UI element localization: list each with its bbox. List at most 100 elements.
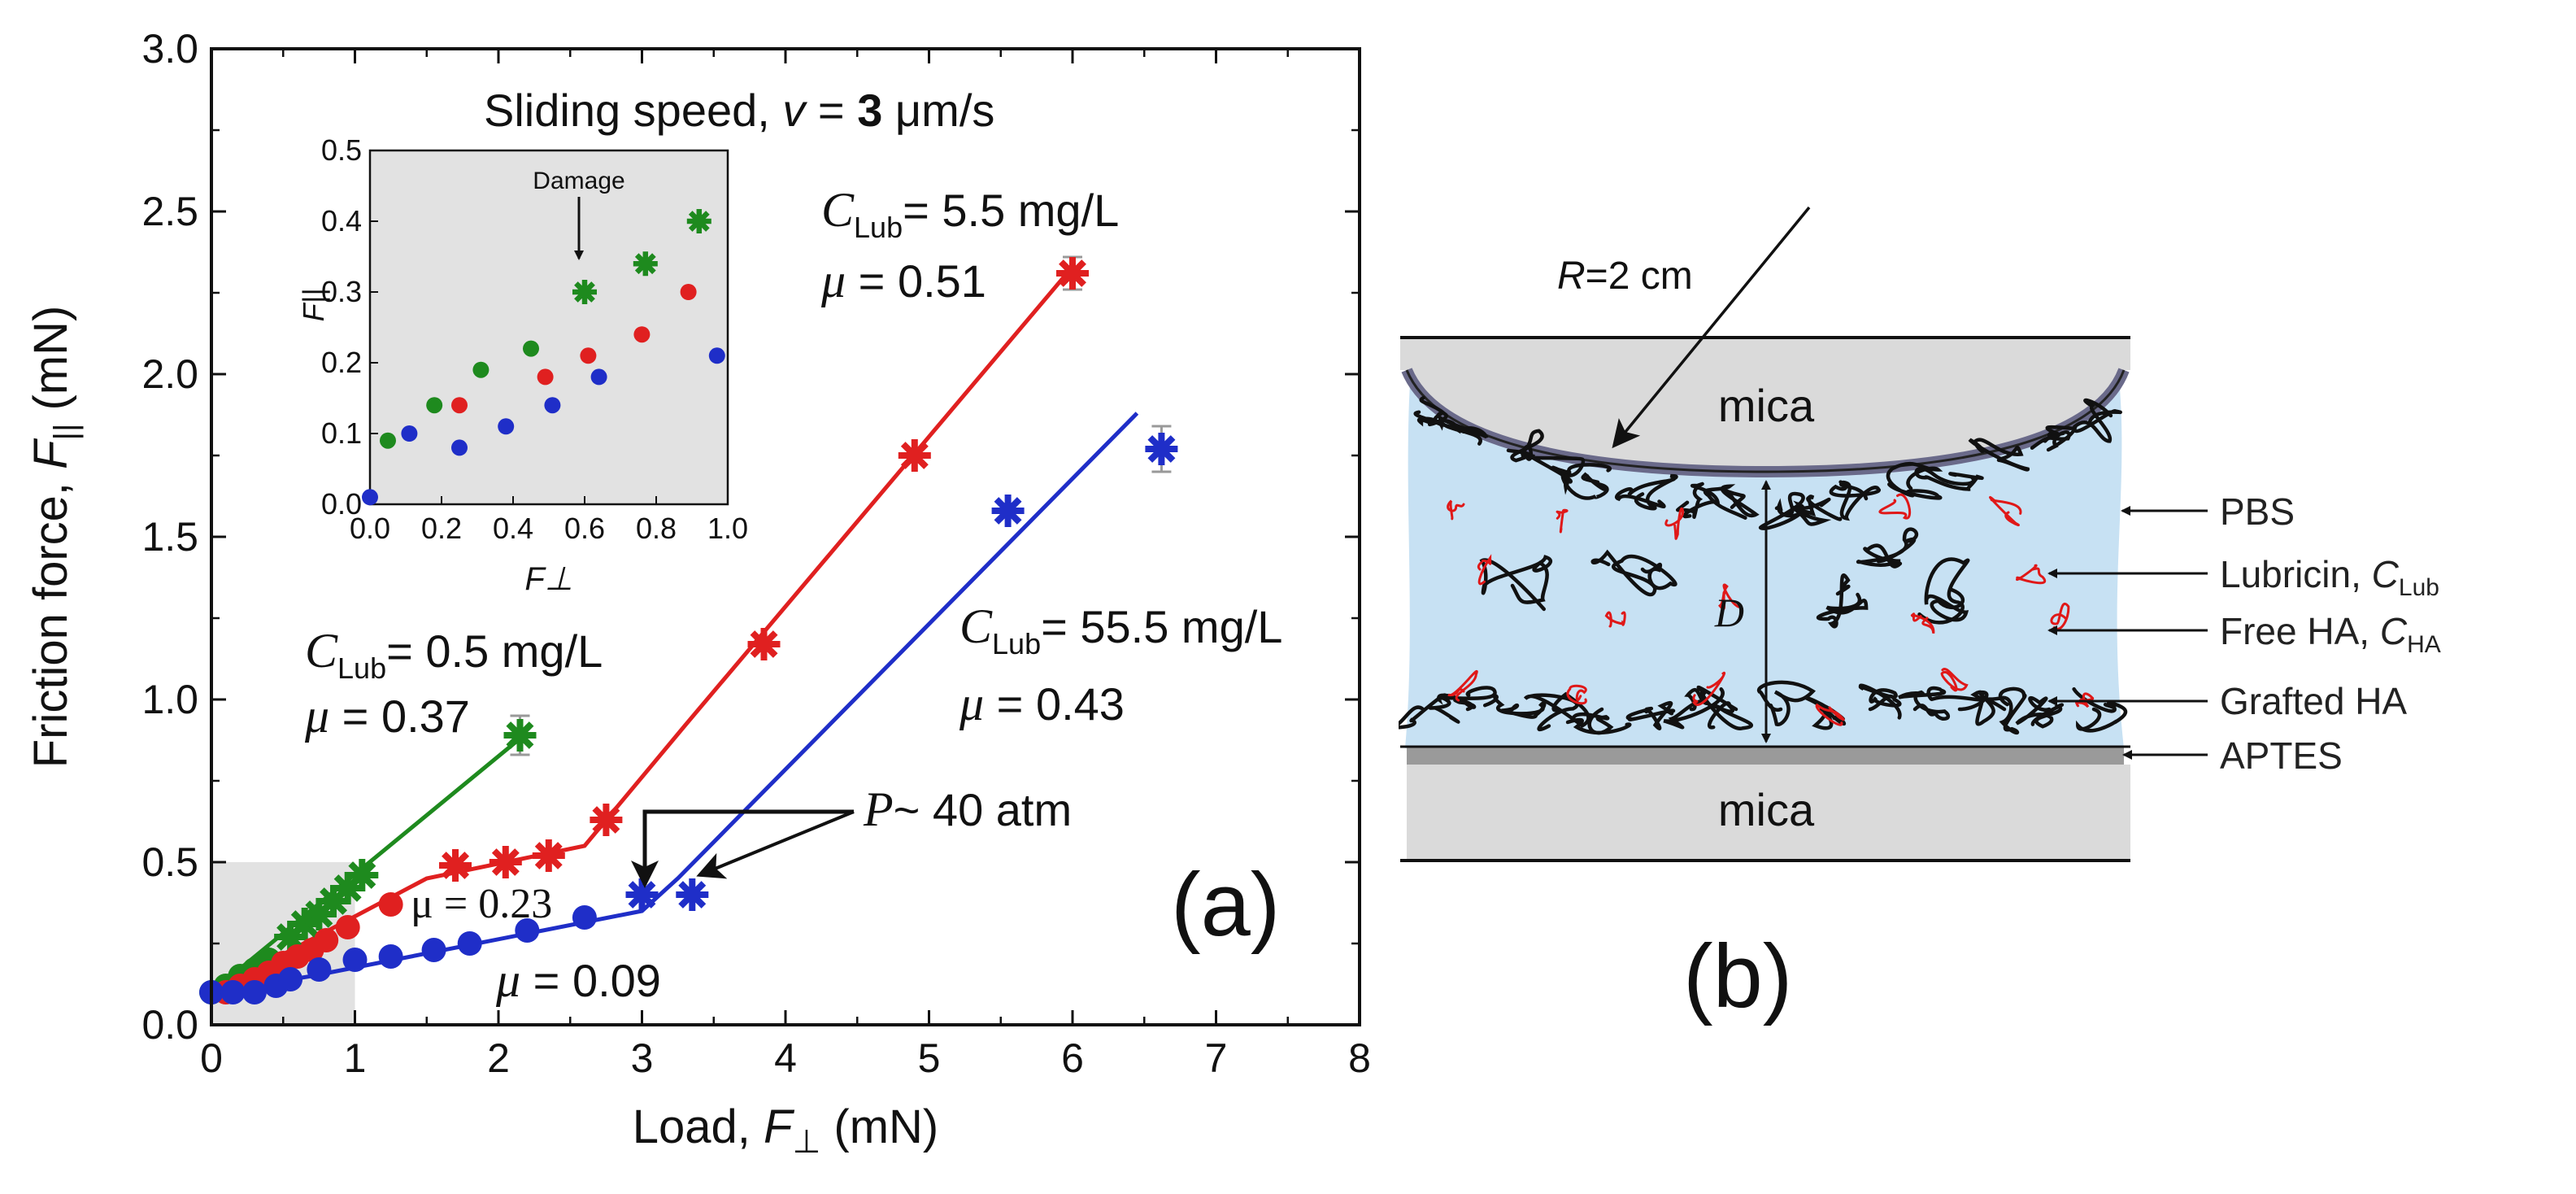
data-point-circle-series-1 — [335, 915, 360, 939]
inset-point-circle-series-2 — [708, 347, 725, 364]
inset-x-tick-label: 0.2 — [421, 512, 462, 545]
inset-point-circle-series-2 — [498, 418, 515, 435]
title-unit: μm/s — [882, 85, 994, 136]
inset-y-label-text: F|| — [297, 289, 330, 322]
inset-x-tick-label: 1.0 — [707, 512, 748, 545]
lubricin-molecule — [1691, 672, 1726, 706]
grafted-ha-chain — [1926, 686, 1995, 726]
annotation-mu-0-23: μ = 0.23 — [411, 881, 552, 927]
x-tick-label: 7 — [1205, 1035, 1228, 1081]
annotation-pressure: P~ 40 atm — [863, 782, 1072, 836]
inset-point-circle-series-2 — [544, 397, 561, 414]
data-point-star-series-2 — [991, 495, 1025, 527]
plot-frame — [210, 47, 1361, 1026]
grafted-ha-chain — [1625, 700, 1676, 730]
panel-b-diagram: mica mica R=2 cm D PBS Lubricin, CLub Fr… — [1399, 206, 2441, 1026]
annotation-mu-0-09: μ = 0.09 — [495, 953, 661, 1007]
inset-point-star-series-0 — [686, 209, 711, 233]
annotation-lub-55-5-rest: = 55.5 mg/L — [1041, 601, 1282, 652]
annotation-lub-0-5-sub: Lub — [337, 651, 386, 685]
grafted-ha-chain — [1898, 688, 1951, 721]
pressure-var: P — [863, 782, 894, 836]
inset-point-star-series-0 — [572, 280, 597, 304]
aptes-layer — [1407, 747, 2124, 765]
label-free-ha: Free HA, CHA — [2220, 610, 2441, 658]
annotation-lub-5-5-rest: = 5.5 mg/L — [903, 185, 1119, 236]
data-point-star-series-1 — [532, 839, 565, 872]
adsorbed-polymer-chain — [1614, 473, 1678, 511]
inset-x-tick-label: 0.4 — [493, 512, 533, 545]
inset-y-tick-label: 0.0 — [321, 487, 362, 521]
data-point-circle-series-2 — [515, 918, 540, 943]
data-point-star-series-0 — [274, 921, 307, 953]
data-point-circle-series-2 — [242, 980, 267, 1004]
title-eq: = — [805, 85, 857, 136]
x-tick-label: 8 — [1348, 1035, 1371, 1081]
lubricin-molecule — [1940, 667, 1969, 692]
title-var: v — [782, 85, 807, 136]
annotation-lub-0-5-rest: = 0.5 mg/L — [386, 625, 603, 677]
inset-x-tick-label: 0.8 — [636, 512, 677, 545]
data-point-star-series-2 — [1145, 433, 1178, 465]
data-point-star-series-1 — [1056, 257, 1089, 290]
x-axis-label: Load, F⊥ (mN) — [633, 1100, 939, 1160]
chart-title: Sliding speed, v = 3 μm/s — [484, 85, 994, 136]
free-ha-chain — [1590, 549, 1677, 597]
inset-damage-label: Damage — [533, 168, 624, 194]
lubricin-molecule — [1604, 611, 1626, 628]
x-axis-label-var: F — [764, 1100, 795, 1153]
label-lubricin-text: Lubricin, — [2220, 553, 2372, 595]
x-axis-label-sub: ⊥ — [792, 1124, 820, 1160]
inset-point-circle-series-1 — [680, 284, 697, 300]
data-point-circle-series-1 — [378, 892, 403, 917]
data-point-star-series-1 — [439, 849, 472, 882]
data-point-star-series-1 — [489, 846, 522, 878]
adsorbed-polymer-chain — [1704, 484, 1760, 520]
panel-a-chart: 0 1 2 3 4 5 6 7 8 0.0 0.5 1.0 1.5 2.0 2.5 3.0 Load, F⊥ … — [24, 26, 1371, 1160]
polymer-chains — [1399, 395, 2128, 735]
inset-chart: 0.0 0.2 0.4 0.6 0.8 1.0 0.0 0.1 0.2 0.3 0.4 0.5 Dam… — [297, 133, 748, 597]
x-tick-label: 6 — [1061, 1035, 1084, 1081]
adsorbed-polymer-chain — [1560, 463, 1612, 500]
label-free-ha-var: C — [2380, 610, 2408, 652]
inset-axis-ticks: 0.0 0.2 0.4 0.6 0.8 1.0 0.0 0.1 0.2 0.3 0.4 0.5 — [321, 133, 748, 545]
mu-0-51-sym: μ — [820, 254, 846, 307]
adsorbed-polymer-chain — [1886, 461, 1943, 500]
label-grafted-ha: Grafted HA — [2220, 680, 2407, 722]
free-ha-chain — [1816, 573, 1869, 629]
data-point-star-series-0 — [302, 898, 336, 930]
data-point-star-series-0 — [317, 885, 350, 917]
label-lubricin-sub: Lub — [2399, 574, 2439, 601]
radius-rest: =2 cm — [1586, 255, 1693, 298]
data-point-star-series-1 — [747, 628, 781, 660]
lubricin-molecule — [1477, 554, 1492, 586]
mica-bottom-label: mica — [1718, 784, 1815, 835]
data-point-circle-series-2 — [378, 944, 403, 969]
adsorbed-polymer-chain — [1791, 495, 1843, 526]
y-axis-label-prefix: Friction force, — [24, 469, 77, 768]
annotation-lub-5-5-c: C — [821, 183, 855, 237]
y-axis-label-unit: (mN) — [24, 306, 77, 424]
lubricin-molecule — [1447, 499, 1465, 521]
pressure-rest: ~ 40 atm — [894, 784, 1072, 835]
lubricin-molecule — [1556, 508, 1569, 534]
data-point-circle-series-2 — [307, 957, 332, 982]
label-lubricin: Lubricin, CLub — [2220, 553, 2439, 601]
grafted-ha-chain — [2015, 695, 2064, 729]
adsorbed-polymer-chain — [2073, 398, 2122, 443]
grafted-ha-chain — [1437, 686, 1497, 712]
inset-point-circle-series-2 — [451, 439, 468, 456]
inset-background — [368, 149, 729, 506]
y-axis-label-sub: || — [48, 424, 84, 441]
mica-curved-surface-edge — [1405, 369, 2126, 473]
mu-0-37-rest: = 0.37 — [329, 691, 470, 742]
x-axis-label-prefix: Load, — [633, 1100, 764, 1153]
adsorbed-polymer-chain — [1968, 438, 2030, 472]
lubricin-molecule — [1566, 684, 1587, 705]
y-tick-label: 1.0 — [141, 677, 198, 722]
annotation-lub-5-5-sub: Lub — [854, 211, 903, 244]
inset-point-circle-series-1 — [451, 397, 468, 414]
data-point-circle-series-1 — [314, 928, 339, 952]
inset-point-star-series-0 — [633, 251, 658, 277]
